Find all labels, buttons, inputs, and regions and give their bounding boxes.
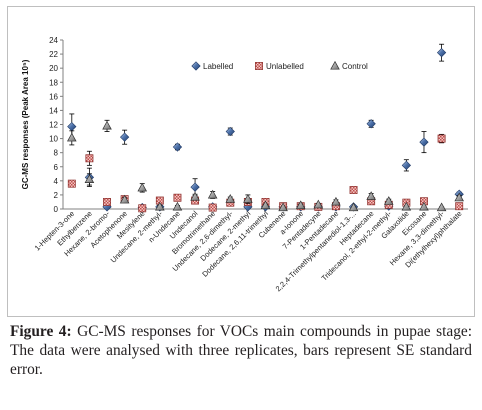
legend-marker-labelled	[191, 61, 201, 71]
legend-label-unlabelled: Unlabelled	[266, 62, 304, 71]
data-point-labelled	[401, 160, 411, 170]
data-point-control	[102, 120, 112, 130]
data-point-control	[366, 191, 376, 200]
legend-marker-control	[330, 60, 340, 70]
data-marks	[67, 43, 464, 213]
y-tick-label: 12	[49, 121, 58, 130]
data-point-unlabelled	[437, 134, 446, 143]
data-point-control	[84, 174, 95, 183]
data-point-control	[190, 191, 200, 201]
data-point-unlabelled	[67, 179, 76, 188]
data-point-control	[348, 202, 359, 212]
data-point-control	[207, 189, 218, 199]
data-point-control	[331, 196, 341, 206]
data-point-control	[119, 194, 130, 204]
y-tick-label: 2	[54, 191, 59, 200]
data-point-labelled	[120, 132, 130, 142]
data-point-control	[137, 182, 148, 192]
legend-label-labelled: Labelled	[203, 62, 233, 71]
legend: Labelled Unlabelled Control	[191, 60, 368, 71]
data-point-unlabelled	[173, 193, 182, 202]
data-point-control	[313, 199, 324, 209]
data-point-control	[172, 201, 183, 211]
data-point-labelled	[366, 119, 376, 129]
y-tick-label: 16	[49, 92, 58, 101]
data-point-labelled	[225, 126, 235, 137]
data-point-control	[401, 201, 412, 211]
data-point-unlabelled	[85, 154, 94, 163]
data-point-labelled	[190, 182, 200, 192]
data-point-unlabelled	[455, 202, 464, 211]
y-axis-label: GC-MS responses (Peak Area 10⁵)	[21, 59, 30, 189]
y-tick-label: 24	[49, 36, 58, 45]
data-point-labelled	[436, 48, 447, 58]
data-point-labelled	[172, 142, 183, 152]
y-tick-label: 0	[54, 205, 59, 214]
y-tick-label: 18	[49, 78, 58, 87]
data-point-control	[436, 202, 447, 212]
caption-label: Figure 4:	[10, 323, 72, 340]
caption-text: GC-MS responses for VOCs main compounds …	[10, 323, 473, 378]
data-point-control	[295, 200, 306, 210]
data-point-control	[67, 132, 77, 142]
y-tick-label: 20	[49, 64, 58, 73]
data-point-control	[155, 201, 165, 211]
data-point-control	[225, 194, 236, 203]
scatter-chart: GC-MS responses (Peak Area 10⁵) 02468101…	[21, 36, 468, 294]
y-tick-label: 6	[54, 163, 59, 172]
data-point-labelled	[419, 137, 429, 147]
data-point-labelled	[67, 121, 77, 132]
y-tick-label: 14	[49, 106, 58, 115]
data-point-control	[243, 194, 253, 203]
data-point-unlabelled	[103, 198, 111, 206]
y-tick-label: 22	[49, 50, 58, 59]
y-tick-label: 10	[49, 135, 58, 144]
legend-marker-unlabelled	[255, 62, 263, 70]
data-point-control	[260, 200, 271, 210]
data-point-unlabelled	[349, 186, 358, 194]
data-point-control	[383, 196, 394, 205]
figure-caption: Figure 4: GC-MS responses for VOCs main …	[10, 322, 472, 379]
data-point-control	[454, 192, 464, 202]
data-point-unlabelled	[138, 204, 147, 213]
y-tick-label: 4	[54, 177, 59, 186]
y-tick-label: 8	[54, 149, 59, 158]
legend-label-control: Control	[342, 62, 368, 71]
y-axis-label-group: GC-MS responses (Peak Area 10⁵)	[21, 59, 30, 189]
data-point-control	[419, 201, 429, 211]
series-control	[67, 119, 464, 212]
chart-frame: GC-MS responses (Peak Area 10⁵) 0 2 4 6 8 10 1…	[7, 6, 475, 317]
data-point-unlabelled	[208, 203, 217, 212]
data-point-control	[278, 202, 288, 212]
